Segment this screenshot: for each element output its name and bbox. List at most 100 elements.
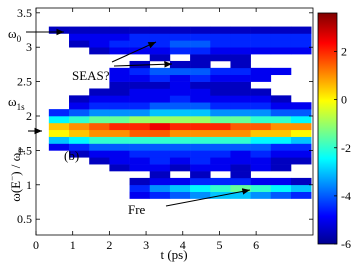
- heat-cell: [210, 109, 231, 117]
- y-tick-label: 2: [26, 109, 32, 123]
- heat-cell: [129, 143, 151, 151]
- heat-cell: [48, 129, 70, 137]
- heat-cell: [210, 184, 231, 192]
- heat-cell: [149, 157, 171, 165]
- y-axis-label: ω(E−) / ωp: [7, 148, 25, 202]
- heat-cell: [290, 157, 312, 165]
- heat-cell: [250, 184, 272, 192]
- heat-cell: [250, 150, 272, 158]
- heat-cell: [190, 171, 211, 179]
- heat-cell: [129, 129, 151, 137]
- heat-cell: [230, 129, 251, 137]
- heat-cell: [109, 102, 130, 110]
- heat-cell: [190, 157, 211, 165]
- heat-cell: [210, 88, 231, 96]
- heat-cell: [109, 136, 130, 144]
- heat-cell: [230, 143, 251, 151]
- x-tick-label: 4: [180, 238, 186, 252]
- heat-cell: [230, 26, 251, 34]
- heatmap: [48, 26, 312, 199]
- heat-cell: [250, 67, 272, 76]
- heat-cell: [129, 67, 151, 76]
- heat-cell: [290, 33, 312, 41]
- heat-cell: [190, 136, 211, 144]
- heat-cell: [210, 33, 231, 41]
- heat-cell: [149, 74, 171, 82]
- heat-cell: [290, 115, 312, 124]
- heat-cell: [190, 177, 211, 186]
- heat-cell: [109, 157, 130, 165]
- heat-cell: [149, 184, 171, 192]
- heat-cell: [290, 184, 312, 192]
- heat-cell: [129, 88, 151, 96]
- heat-cell: [210, 54, 231, 62]
- y-tick-label: 0.5: [17, 212, 32, 226]
- heat-cell: [250, 143, 272, 151]
- heat-cell: [149, 81, 171, 89]
- heat-cell: [210, 177, 231, 186]
- heat-cell: [109, 95, 130, 103]
- heat-cell: [109, 74, 130, 82]
- heat-cell: [210, 157, 231, 165]
- heat-cell: [250, 40, 272, 48]
- heat-cell: [290, 129, 312, 137]
- heat-cell: [190, 67, 211, 76]
- heat-cell: [129, 81, 151, 89]
- heat-cell: [48, 143, 70, 151]
- heat-cell: [69, 115, 90, 124]
- heat-cell: [290, 47, 312, 55]
- heat-cell: [250, 177, 272, 186]
- heat-cell: [169, 88, 191, 96]
- colorbar-tick-label: -2: [341, 141, 351, 155]
- heat-cell: [290, 26, 312, 34]
- heat-cell: [69, 136, 90, 144]
- heat-cell: [190, 54, 211, 62]
- heat-cell: [190, 40, 211, 48]
- heat-cell: [48, 109, 70, 117]
- heat-cell: [129, 47, 151, 55]
- colorbar-tick-label: -4: [341, 189, 351, 203]
- heat-cell: [48, 136, 70, 144]
- heat-cell: [169, 143, 191, 151]
- heat-cell: [230, 102, 251, 110]
- heat-cell: [109, 88, 130, 96]
- omega0-label: ω0: [8, 26, 22, 44]
- x-axis-label: t (ps): [160, 247, 187, 262]
- heat-cell: [210, 115, 231, 124]
- heat-cell: [149, 54, 171, 62]
- heat-cell: [69, 102, 90, 110]
- heat-cell: [129, 177, 151, 186]
- heat-cell: [129, 122, 151, 131]
- heat-cell: [89, 102, 110, 110]
- heat-cell: [89, 47, 110, 55]
- subscript: 0: [17, 34, 22, 44]
- heat-cell: [149, 88, 171, 96]
- heat-cell: [89, 143, 110, 151]
- heat-cell: [210, 67, 231, 76]
- heat-cell: [230, 74, 251, 82]
- heat-cell: [149, 136, 171, 144]
- heat-cell: [250, 157, 272, 165]
- heat-cell: [210, 129, 231, 137]
- y-tick-label: 3.5: [17, 6, 32, 20]
- heat-cell: [129, 95, 151, 103]
- subscript: p: [15, 148, 25, 153]
- heat-cell: [190, 184, 211, 192]
- plot-frame: [35, 7, 314, 236]
- heat-cell: [270, 115, 292, 124]
- heat-cell: [149, 115, 171, 124]
- heat-cell: [109, 115, 130, 124]
- heat-cell: [129, 191, 151, 199]
- heat-cell: [230, 171, 251, 179]
- heat-cell: [89, 40, 110, 48]
- heat-cell: [149, 102, 171, 110]
- omega: ω: [8, 94, 17, 109]
- subscript: 1s: [17, 102, 26, 112]
- heat-cell: [89, 88, 110, 96]
- heat-cell: [69, 95, 90, 103]
- heat-cell: [210, 122, 231, 131]
- x-tick-label: 0: [33, 238, 39, 252]
- heat-cell: [230, 157, 251, 165]
- heat-cell: [210, 47, 231, 55]
- heat-cell: [230, 191, 251, 199]
